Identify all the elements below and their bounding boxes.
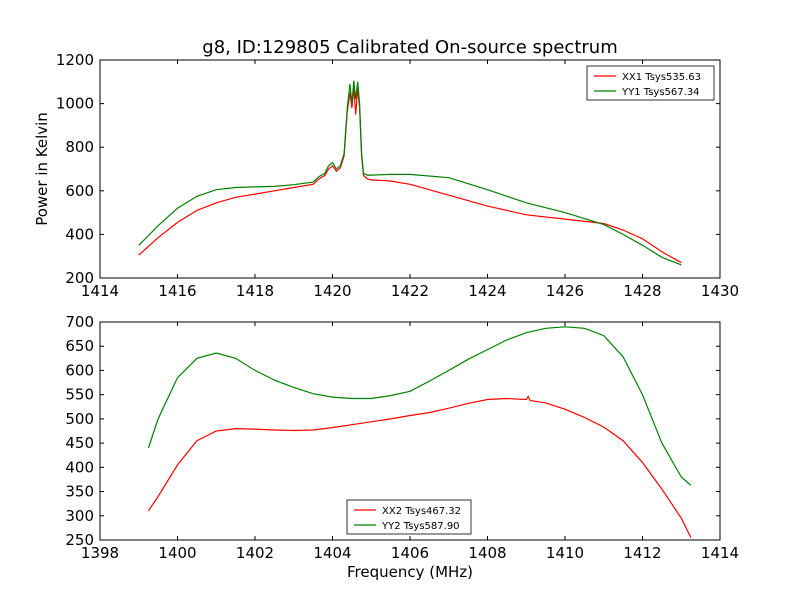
x-tick-label: 1408	[468, 544, 506, 562]
y-tick-label: 300	[65, 507, 94, 525]
x-tick-label: 1402	[236, 544, 274, 562]
y-tick-label: 550	[65, 386, 94, 404]
x-tick-label: 1410	[546, 544, 584, 562]
x-tick-label: 1414	[701, 544, 739, 562]
legend-box	[346, 499, 472, 535]
legend-label: XX2 Tsys467.32	[382, 506, 461, 517]
y-tick-label: 200	[65, 269, 94, 287]
x-tick-label: 1422	[391, 282, 429, 300]
y-tick-label: 250	[65, 531, 94, 549]
x-tick-label: 1426	[546, 282, 584, 300]
top-y-axis-label: Power in Kelvin	[33, 112, 51, 226]
y-tick-label: 800	[65, 138, 94, 156]
bottom-panel: 1398 1400 1402 1404 1406 1408 1410 1412 1414 250 3…	[65, 313, 739, 562]
x-tick-label: 1412	[623, 544, 661, 562]
series-line-1	[147, 395, 692, 538]
x-tick-label: 1420	[313, 282, 351, 300]
y-tick-label: 600	[65, 182, 94, 200]
y-tick-label: 450	[65, 434, 94, 452]
y-tick-label: 650	[65, 337, 94, 355]
y-tick-label: 1000	[56, 95, 94, 113]
legend-box	[586, 65, 715, 101]
legend-label: XX1 Tsys535.63	[622, 72, 701, 83]
x-tick-label: 1400	[158, 544, 196, 562]
chart-title: g8, ID:129805 Calibrated On-source spect…	[202, 37, 617, 58]
legend: XX2 Tsys467.32 YY2 Tsys587.90	[346, 499, 472, 535]
legend-label: YY1 Tsys567.34	[621, 87, 700, 98]
y-tick-label: 400	[65, 225, 94, 243]
y-tick-label: 600	[65, 361, 94, 379]
series-line-2	[147, 326, 692, 486]
series-line-2	[138, 80, 682, 266]
y-tick-label: 500	[65, 410, 94, 428]
bottom-x-axis-label: Frequency (MHz)	[347, 563, 473, 581]
x-tick-label: 1398	[81, 544, 119, 562]
y-tick-label: 350	[65, 483, 94, 501]
x-tick-label: 1414	[81, 282, 119, 300]
top-panel: 1414 1416 1418 1420 1422 1424 1426 1428 1430 200 4…	[56, 51, 739, 300]
x-tick-label: 1418	[236, 282, 274, 300]
legend-label: YY2 Tsys587.90	[381, 521, 460, 532]
y-tick-label: 1200	[56, 51, 94, 69]
x-tick-label: 1416	[158, 282, 196, 300]
y-tick-label: 400	[65, 458, 94, 476]
y-tick-label: 700	[65, 313, 94, 331]
x-tick-label: 1404	[313, 544, 351, 562]
x-tick-label: 1428	[623, 282, 661, 300]
x-tick-label: 1424	[468, 282, 506, 300]
x-tick-label: 1406	[391, 544, 429, 562]
x-tick-label: 1430	[701, 282, 739, 300]
series-line-1	[138, 88, 682, 264]
legend: XX1 Tsys535.63 YY1 Tsys567.34	[586, 65, 715, 101]
